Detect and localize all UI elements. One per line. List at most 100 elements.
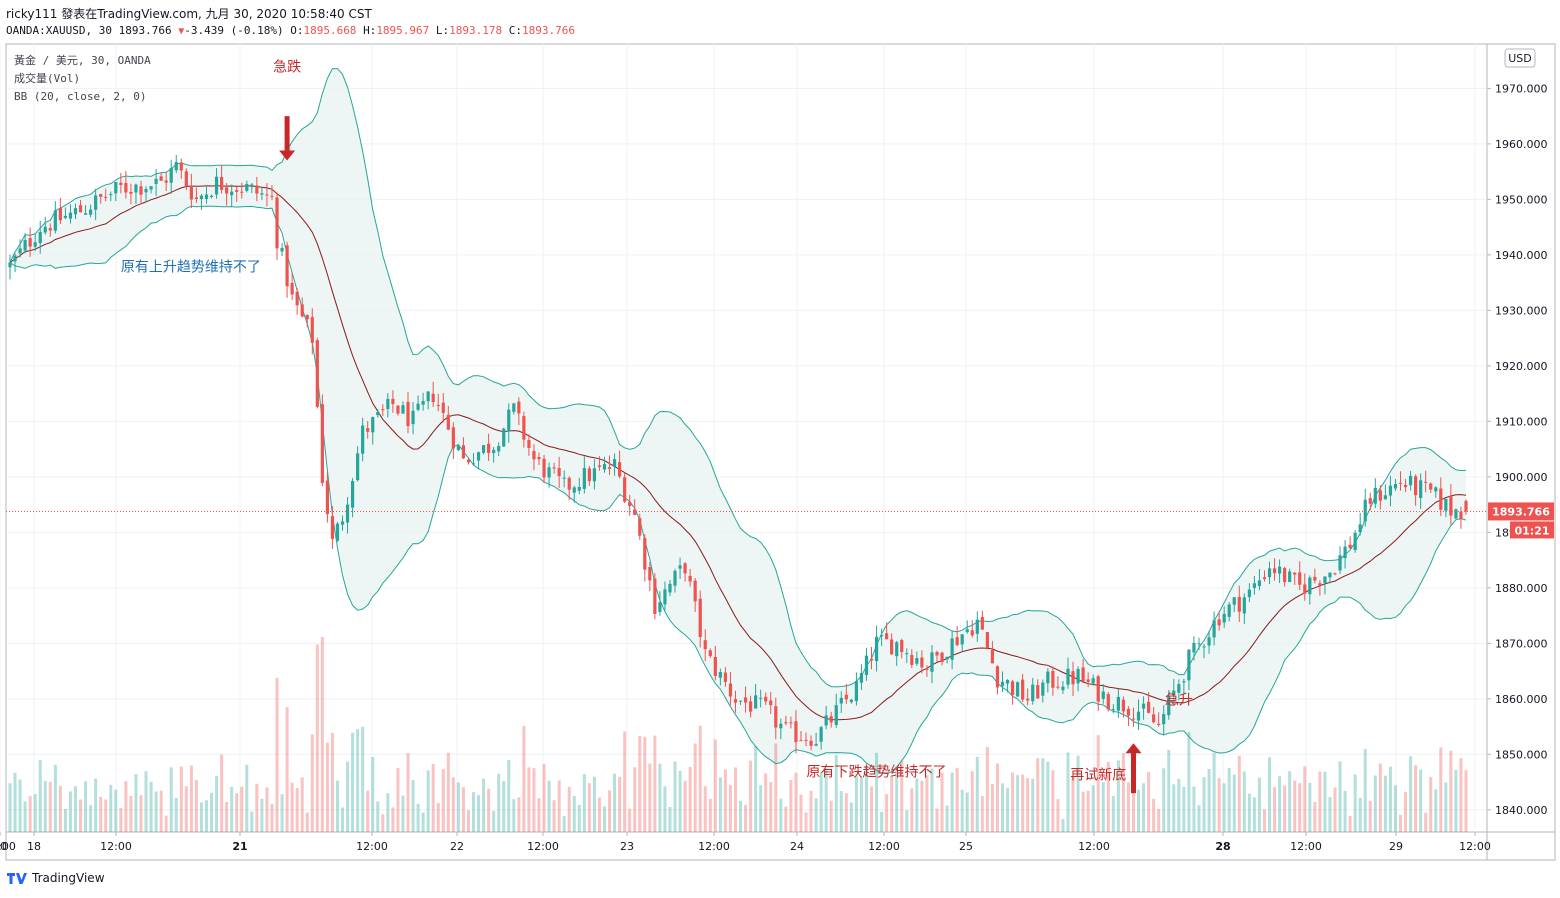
x-tick-label: 24	[790, 840, 804, 853]
candle	[53, 201, 57, 234]
volume-bar	[895, 768, 899, 832]
candle-body	[663, 589, 667, 605]
publish-info: ricky111 發表在TradingView.com, 九月 30, 2020…	[6, 7, 372, 21]
candle	[204, 187, 209, 204]
candle	[114, 181, 118, 202]
candle	[1262, 570, 1267, 582]
x-tick-label: 25	[959, 840, 973, 853]
candle-body	[1152, 714, 1156, 723]
candle	[1071, 661, 1075, 696]
candle-body	[1358, 524, 1362, 533]
candle-body	[1348, 544, 1352, 549]
volume-bar	[1137, 789, 1141, 832]
legend-instrument[interactable]: 黃金 / 美元, 30, OANDA	[14, 54, 151, 67]
candle-body	[1318, 583, 1322, 586]
y-tick-label: 1940.000	[1495, 249, 1548, 262]
volume-bar	[890, 775, 894, 832]
candle-body	[139, 186, 143, 195]
candle	[481, 444, 486, 455]
candle	[225, 182, 229, 206]
currency-label: USD	[1508, 52, 1532, 65]
volume-bar	[1031, 778, 1035, 832]
candle-body	[426, 391, 430, 402]
volume-bar	[58, 785, 62, 832]
candle	[1434, 486, 1438, 498]
volume-bar	[68, 791, 72, 832]
candle	[1328, 572, 1332, 584]
candle	[990, 641, 995, 664]
volume-bar	[713, 739, 717, 832]
candle-body	[1272, 568, 1277, 574]
candle-body	[124, 183, 128, 193]
candle	[1111, 704, 1115, 714]
candle	[431, 381, 435, 407]
candle	[13, 253, 17, 273]
candle	[1157, 712, 1161, 727]
candle-body	[874, 636, 879, 662]
candle	[285, 241, 289, 298]
volume-bar	[492, 810, 496, 832]
candle	[975, 611, 979, 642]
candle	[250, 182, 254, 194]
candle	[844, 683, 848, 704]
candle	[658, 591, 662, 616]
volume-bar	[608, 790, 612, 832]
candle-body	[890, 639, 894, 655]
candle-body	[935, 651, 939, 656]
candle-body	[1449, 495, 1453, 516]
candle	[169, 159, 173, 194]
legend-volume[interactable]: 成交量(Vol)	[14, 72, 81, 85]
candle-body	[1257, 580, 1262, 587]
candle-body	[230, 191, 234, 196]
volume-bar	[870, 786, 874, 832]
candle	[426, 391, 430, 410]
candle	[819, 725, 823, 750]
volume-bar	[38, 760, 42, 832]
legend-bb[interactable]: BB (20, close, 2, 0)	[14, 90, 147, 103]
candle	[245, 180, 249, 193]
volume-bar	[940, 772, 944, 832]
annotation-label: 再试新底	[1070, 767, 1126, 783]
candle-body	[1393, 483, 1398, 489]
volume-bar	[708, 798, 712, 832]
candle-body	[1323, 576, 1327, 584]
candle	[517, 397, 521, 426]
candle	[320, 394, 324, 487]
candle-body	[89, 209, 93, 215]
candle	[28, 227, 32, 257]
volume-bar	[749, 760, 753, 832]
candle	[134, 183, 138, 204]
candle-body	[1005, 680, 1010, 684]
candle	[577, 477, 581, 495]
chart-legend: 黃金 / 美元, 30, OANDA 成交量(Vol) BB (20, clos…	[14, 52, 151, 106]
candle	[1101, 684, 1105, 704]
symbol-info: OANDA:XAUUSD, 30 1893.766	[6, 24, 172, 37]
volume-bar	[341, 807, 345, 832]
candle-body	[1267, 568, 1272, 578]
candle-body	[658, 602, 662, 612]
x-tick-label: 22	[450, 840, 464, 853]
candle	[38, 220, 42, 254]
candle-body	[1172, 690, 1176, 696]
volume-bar	[960, 789, 964, 832]
candle-body	[1126, 708, 1131, 716]
candle-body	[53, 210, 57, 231]
volume-bar	[53, 764, 57, 832]
candle-body	[1177, 684, 1181, 693]
volume-bar	[1318, 771, 1322, 832]
candle-body	[240, 191, 244, 193]
volume-bar	[1252, 797, 1256, 832]
footer-brand[interactable]: TradingView	[32, 871, 105, 885]
candle-body	[1419, 480, 1423, 498]
candle	[905, 648, 909, 663]
candle-body	[184, 171, 188, 186]
candle-body	[119, 182, 123, 185]
annotation-label: 急升	[1165, 692, 1193, 708]
volume-bar	[1358, 797, 1362, 832]
volume-bar	[63, 808, 67, 832]
candle	[683, 562, 687, 582]
candle-body	[854, 681, 858, 702]
candle-body	[905, 653, 909, 655]
candle-body	[1147, 701, 1151, 713]
